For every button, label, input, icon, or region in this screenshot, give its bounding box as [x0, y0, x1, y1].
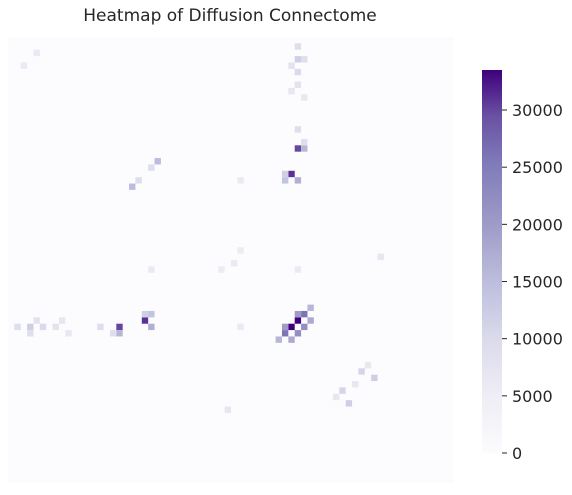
heatmap-cell: [20, 62, 28, 69]
heatmap-cell: [135, 177, 142, 184]
heatmap-cell: [39, 323, 47, 331]
heatmap-cell: [116, 330, 123, 337]
heatmap-cell: [294, 56, 302, 63]
heatmap-cell: [27, 330, 34, 337]
heatmap-cell: [237, 247, 244, 254]
heatmap-cell: [371, 374, 378, 382]
heatmap-cell: [294, 330, 302, 337]
heatmap-cell: [301, 56, 308, 63]
heatmap-cell: [237, 177, 244, 184]
heatmap-cell: [332, 393, 340, 401]
heatmap-cell: [65, 330, 72, 337]
heatmap-cell: [301, 94, 308, 101]
heatmap-cell: [288, 336, 295, 343]
heatmap-cell: [294, 310, 302, 318]
heatmap-cell: [307, 304, 314, 311]
heatmap-cell: [33, 317, 40, 324]
heatmap-cell: [294, 81, 302, 88]
heatmap-cell: [307, 317, 314, 324]
heatmap-cell: [294, 177, 302, 184]
heatmap-cell: [148, 164, 155, 171]
heatmap-area: [8, 37, 454, 483]
heatmap-cell: [364, 361, 372, 369]
heatmap-cell: [218, 266, 225, 273]
heatmap-cell: [116, 323, 123, 331]
colorbar-tick-label: 5000: [512, 387, 553, 406]
heatmap-cell: [281, 177, 289, 184]
heatmap-cell: [109, 330, 117, 337]
heatmap-cell: [301, 310, 308, 318]
heatmap-cell: [294, 126, 302, 133]
heatmap-cell: [301, 323, 308, 331]
heatmap-cell: [52, 323, 59, 331]
heatmap-cell: [148, 323, 155, 331]
heatmap-cell: [14, 323, 21, 331]
heatmap-cell: [281, 170, 289, 178]
heatmap-cell: [141, 317, 149, 324]
heatmap-cell: [377, 253, 384, 260]
heatmap-cell: [237, 323, 244, 331]
colorbar-tick-label: 25000: [512, 158, 563, 177]
heatmap-cell: [294, 317, 302, 324]
heatmap-cell: [97, 323, 104, 331]
colorbar-tick-label: 30000: [512, 101, 563, 120]
heatmap-cell: [294, 68, 302, 76]
heatmap-cell: [141, 310, 149, 318]
heatmap-cell: [288, 87, 295, 95]
heatmap-cell: [352, 381, 359, 388]
colorbar-ticks: 0 5000 10000 15000 20000 25000 30000: [502, 101, 563, 463]
heatmap-cell: [281, 330, 289, 337]
colorbar-tick-label: 15000: [512, 273, 563, 292]
heatmap-cell: [33, 49, 40, 57]
heatmap-cell: [294, 43, 302, 50]
colorbar: 0 5000 10000 15000 20000 25000 30000: [482, 70, 563, 463]
heatmap-cell: [294, 145, 302, 152]
heatmap-cell: [288, 170, 295, 178]
heatmap-cell: [224, 406, 231, 413]
heatmap-cells: [14, 43, 384, 413]
heatmap-cell: [281, 323, 289, 331]
heatmap-cell: [148, 310, 155, 318]
heatmap-cell: [231, 260, 238, 267]
colorbar-tick-label: 0: [512, 444, 522, 463]
heatmap-cell: [129, 183, 136, 190]
heatmap-cell: [345, 400, 353, 407]
heatmap-cell: [148, 266, 155, 273]
heatmap-cell: [339, 387, 346, 394]
heatmap-cell: [288, 62, 295, 69]
heatmap-cell: [275, 336, 282, 343]
heatmap-cell: [301, 138, 308, 146]
colorbar-tick-label: 10000: [512, 330, 563, 349]
heatmap-cell: [58, 317, 66, 324]
heatmap-cell: [294, 266, 302, 273]
heatmap-cell: [27, 323, 34, 331]
colorbar-tick-label: 20000: [512, 215, 563, 234]
chart-title: Heatmap of Diffusion Connectome: [83, 6, 376, 26]
colorbar-gradient: [482, 70, 502, 453]
heatmap-cell: [154, 158, 161, 165]
heatmap-cell: [288, 323, 295, 331]
heatmap-cell: [358, 368, 365, 375]
heatmap-cell: [301, 145, 308, 152]
